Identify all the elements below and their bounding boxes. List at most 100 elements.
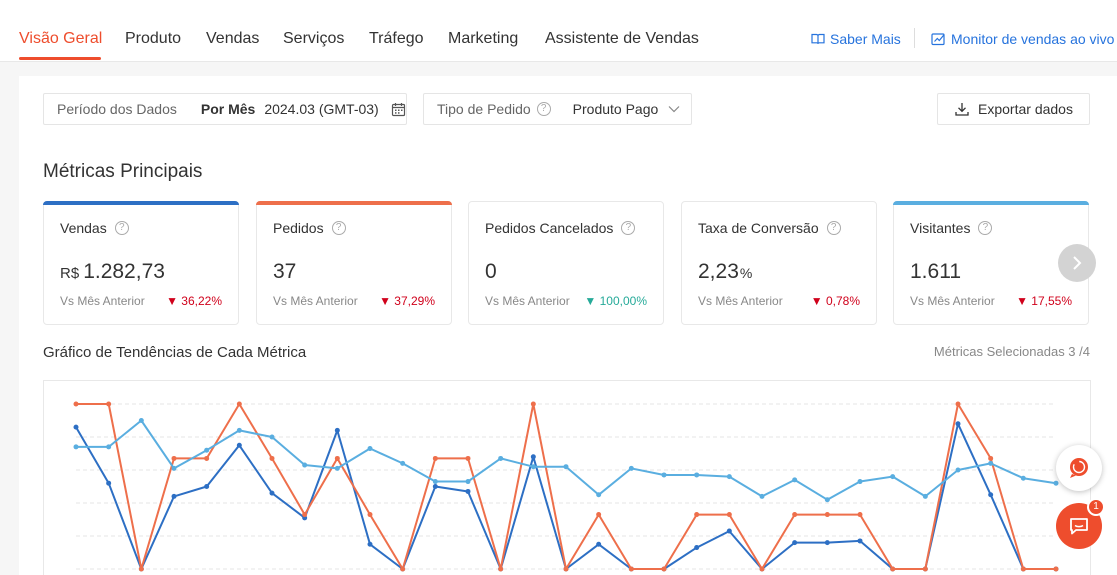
tab-vendas[interactable]: Vendas	[206, 30, 260, 47]
next-cards-button[interactable]	[1058, 244, 1096, 282]
data-point-visitantes[interactable]	[334, 465, 340, 471]
saber-mais-link[interactable]: Saber Mais	[811, 31, 901, 47]
data-point-pedidos[interactable]	[465, 455, 471, 461]
data-point-vendas[interactable]	[73, 424, 79, 430]
data-point-visitantes[interactable]	[400, 460, 406, 466]
data-point-pedidos[interactable]	[694, 512, 700, 518]
metric-card-visitantes[interactable]: Visitantes? 1.611 Vs Mês Anterior ▼ 17,5…	[893, 201, 1089, 325]
metric-card-taxa-de-conversao[interactable]: Taxa de Conversão? 2,23% Vs Mês Anterior…	[681, 201, 877, 325]
data-point-pedidos[interactable]	[824, 512, 830, 518]
data-point-vendas[interactable]	[596, 541, 602, 547]
data-point-visitantes[interactable]	[596, 492, 602, 498]
data-point-visitantes[interactable]	[432, 479, 438, 485]
tab-produto[interactable]: Produto	[125, 30, 182, 47]
data-point-visitantes[interactable]	[269, 434, 275, 440]
data-point-visitantes[interactable]	[465, 479, 471, 485]
data-point-pedidos[interactable]	[563, 566, 569, 572]
data-point-pedidos[interactable]	[661, 566, 667, 572]
assistant-button[interactable]	[1056, 445, 1102, 491]
data-point-visitantes[interactable]	[922, 493, 928, 499]
data-point-visitantes[interactable]	[759, 493, 765, 499]
data-point-visitantes[interactable]	[204, 447, 210, 453]
data-point-pedidos[interactable]	[596, 512, 602, 518]
data-point-pedidos[interactable]	[759, 566, 765, 572]
data-point-visitantes[interactable]	[726, 474, 732, 480]
data-point-vendas[interactable]	[334, 427, 340, 433]
data-point-pedidos[interactable]	[922, 566, 928, 572]
data-point-pedidos[interactable]	[236, 401, 242, 407]
data-point-vendas[interactable]	[236, 442, 242, 448]
period-filter[interactable]: Período dos Dados Por Mês 2024.03 (GMT-0…	[43, 93, 407, 125]
data-point-pedidos[interactable]	[334, 455, 340, 461]
tab-marketing[interactable]: Marketing	[448, 30, 519, 47]
data-point-visitantes[interactable]	[236, 427, 242, 433]
help-icon[interactable]: ?	[826, 221, 841, 235]
data-point-pedidos[interactable]	[400, 566, 406, 572]
data-point-visitantes[interactable]	[498, 455, 504, 461]
help-icon[interactable]: ?	[621, 221, 636, 235]
data-point-visitantes[interactable]	[988, 460, 994, 466]
data-point-visitantes[interactable]	[367, 446, 373, 452]
data-point-visitantes[interactable]	[302, 462, 308, 468]
data-point-vendas[interactable]	[432, 484, 438, 489]
tab-trafego[interactable]: Tráfego	[369, 30, 424, 47]
data-point-pedidos[interactable]	[432, 455, 438, 461]
order-type-filter[interactable]: Tipo de Pedido ? Produto Pago	[423, 93, 692, 125]
data-point-visitantes[interactable]	[824, 497, 830, 503]
data-point-pedidos[interactable]	[890, 566, 896, 572]
data-point-vendas[interactable]	[857, 538, 863, 544]
data-point-pedidos[interactable]	[726, 512, 732, 518]
data-point-pedidos[interactable]	[988, 455, 994, 461]
data-point-visitantes[interactable]	[890, 474, 896, 480]
data-point-vendas[interactable]	[269, 490, 275, 496]
data-point-vendas[interactable]	[171, 493, 177, 499]
data-point-visitantes[interactable]	[792, 477, 798, 483]
data-point-vendas[interactable]	[726, 528, 732, 534]
export-data-button[interactable]: Exportar dados	[937, 93, 1090, 125]
data-point-visitantes[interactable]	[628, 465, 634, 471]
data-point-vendas[interactable]	[465, 488, 471, 494]
data-point-vendas[interactable]	[530, 454, 536, 460]
data-point-pedidos[interactable]	[498, 566, 504, 572]
data-point-vendas[interactable]	[824, 540, 830, 546]
data-point-pedidos[interactable]	[269, 455, 275, 461]
help-icon[interactable]: ?	[114, 221, 129, 235]
tab-servicos[interactable]: Serviços	[283, 30, 345, 47]
data-point-pedidos[interactable]	[204, 455, 210, 461]
data-point-visitantes[interactable]	[106, 444, 112, 450]
data-point-pedidos[interactable]	[367, 512, 373, 518]
tab-assistente-de-vendas[interactable]: Assistente de Vendas	[545, 30, 699, 47]
selected-metrics-count[interactable]: Métricas Selecionadas 3 /4	[933, 344, 1090, 359]
data-point-pedidos[interactable]	[1053, 566, 1059, 572]
tab-visao-geral[interactable]: Visão Geral	[19, 30, 103, 47]
monitor-vendas-link[interactable]: Monitor de vendas ao vivo	[931, 31, 1114, 47]
data-point-visitantes[interactable]	[955, 467, 961, 473]
data-point-pedidos[interactable]	[73, 401, 79, 407]
data-point-vendas[interactable]	[106, 480, 112, 486]
data-point-visitantes[interactable]	[661, 472, 667, 478]
data-point-visitantes[interactable]	[694, 472, 700, 478]
data-point-pedidos[interactable]	[106, 401, 112, 407]
metric-card-vendas[interactable]: Vendas? R$ 1.282,73 Vs Mês Anterior ▼ 36,…	[43, 201, 239, 325]
data-point-vendas[interactable]	[694, 545, 700, 551]
data-point-pedidos[interactable]	[792, 512, 798, 518]
data-point-vendas[interactable]	[792, 540, 798, 546]
help-icon[interactable]: ?	[536, 102, 551, 116]
data-point-pedidos[interactable]	[955, 401, 961, 407]
data-point-visitantes[interactable]	[171, 465, 177, 471]
data-point-pedidos[interactable]	[857, 512, 863, 518]
data-point-pedidos[interactable]	[138, 566, 144, 572]
help-icon[interactable]: ?	[331, 221, 346, 235]
data-point-vendas[interactable]	[988, 492, 994, 498]
data-point-visitantes[interactable]	[73, 444, 79, 450]
metric-card-pedidos-cancelados[interactable]: Pedidos Cancelados? 0 Vs Mês Anterior ▼ …	[468, 201, 664, 325]
data-point-visitantes[interactable]	[1020, 475, 1026, 481]
data-point-visitantes[interactable]	[1053, 480, 1059, 486]
data-point-visitantes[interactable]	[563, 464, 569, 470]
data-point-visitantes[interactable]	[138, 418, 144, 423]
metric-card-pedidos[interactable]: Pedidos? 37 Vs Mês Anterior ▼ 37,29%	[256, 201, 452, 325]
data-point-visitantes[interactable]	[530, 464, 536, 470]
help-icon[interactable]: ?	[978, 221, 993, 235]
data-point-pedidos[interactable]	[530, 401, 536, 407]
data-point-vendas[interactable]	[204, 484, 210, 489]
